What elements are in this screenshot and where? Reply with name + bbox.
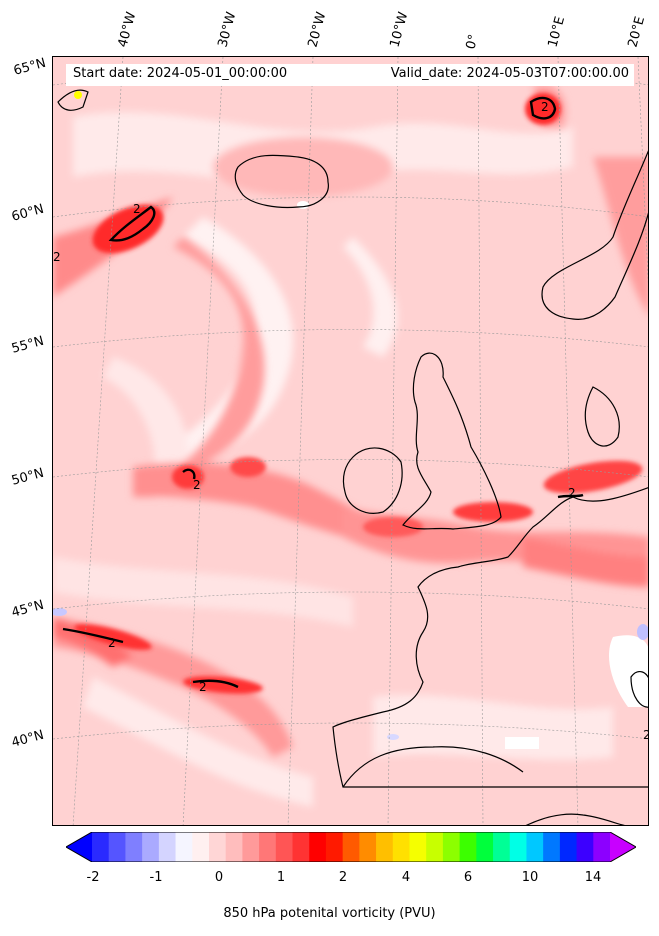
colorbar-swatch bbox=[543, 832, 561, 862]
start-date-label: Start date: 2024-05-01_00:00:00 bbox=[73, 66, 288, 81]
contour-label: 2 bbox=[193, 478, 201, 492]
colorbar-swatch bbox=[92, 832, 110, 862]
pv-high-cores bbox=[74, 93, 643, 694]
lon-label-40w: 40°W bbox=[115, 10, 140, 49]
colorbar-swatch bbox=[442, 832, 461, 862]
pv-map: 2 2 2 2 2 2 2 2 bbox=[52, 56, 649, 826]
colorbar bbox=[66, 832, 636, 862]
coast-great-britain bbox=[402, 352, 502, 530]
colorbar-swatch bbox=[392, 832, 410, 862]
contour-label: 2 bbox=[53, 250, 61, 264]
pv-field: 2 2 2 2 2 2 2 2 bbox=[53, 57, 649, 825]
colorbar-tick: 14 bbox=[584, 870, 602, 885]
colorbar-swatch bbox=[459, 832, 477, 862]
lat-label-60n: 60°N bbox=[10, 201, 46, 225]
colorbar-tick: 0 bbox=[214, 870, 224, 885]
lat-label-55n: 55°N bbox=[10, 333, 46, 357]
pv-contour-labels: 2 2 2 2 2 2 2 2 bbox=[53, 100, 649, 742]
colorbar-swatch bbox=[208, 832, 227, 862]
pv-contours bbox=[62, 96, 584, 689]
pv-contour-4 bbox=[62, 627, 124, 644]
colorbar-swatch bbox=[359, 832, 377, 862]
pv-contour-3 bbox=[182, 468, 196, 480]
pv-contour-6 bbox=[557, 493, 584, 499]
colorbar-swatch bbox=[493, 832, 511, 862]
lat-label-40n: 40°N bbox=[10, 727, 46, 751]
contour-label: 2 bbox=[541, 100, 549, 114]
contour-label: 2 bbox=[108, 636, 116, 650]
colorbar-swatch bbox=[125, 832, 143, 862]
coast-europe bbox=[332, 487, 648, 788]
colorbar-swatch bbox=[142, 832, 160, 862]
colorbar-tick: -2 bbox=[86, 870, 100, 885]
colorbar-swatch bbox=[526, 832, 544, 862]
colorbar-extend-min bbox=[66, 832, 92, 862]
colorbar-tick: 4 bbox=[401, 870, 411, 885]
contour-label: 2 bbox=[568, 486, 576, 500]
colorbar-swatch bbox=[108, 832, 126, 862]
colorbar-swatch bbox=[225, 832, 243, 862]
lon-label-10e: 10°E bbox=[545, 14, 569, 50]
coast-greenland bbox=[57, 89, 89, 111]
lat-label-45n: 45°N bbox=[10, 597, 46, 621]
lon-label-10w: 10°W bbox=[387, 10, 412, 49]
colorbar-swatch bbox=[426, 832, 444, 862]
colorbar-tick: 6 bbox=[463, 870, 473, 885]
colorbar-swatch bbox=[325, 832, 344, 862]
colorbar-tick: -1 bbox=[149, 870, 163, 885]
colorbar-tick: 2 bbox=[338, 870, 348, 885]
coast-africa bbox=[525, 813, 625, 825]
colorbar-extend-max bbox=[610, 832, 636, 862]
colorbar-swatch bbox=[158, 832, 177, 862]
colorbar-swatch bbox=[476, 832, 494, 862]
coast-ireland bbox=[342, 447, 403, 514]
colorbar-swatch bbox=[509, 832, 527, 862]
colorbar-swatch bbox=[376, 832, 394, 862]
colorbar-swatch bbox=[175, 832, 193, 862]
lon-label-0: 0° bbox=[463, 32, 482, 51]
lon-label-30w: 30°W bbox=[215, 10, 240, 49]
pv-contour-5 bbox=[192, 679, 239, 689]
valid-date-label: Valid_date: 2024-05-03T07:00:00.00 bbox=[390, 66, 629, 81]
colorbar-swatch bbox=[559, 832, 578, 862]
coast-iberia bbox=[342, 746, 524, 788]
colorbar-swatch bbox=[242, 832, 260, 862]
coast-corsica bbox=[630, 670, 648, 708]
colorbar-swatch bbox=[409, 832, 427, 862]
colorbar-tick: 10 bbox=[521, 870, 539, 885]
colorbar-swatch bbox=[275, 832, 294, 862]
colorbar-swatch bbox=[192, 832, 210, 862]
header-bar bbox=[66, 64, 634, 86]
colorbar-swatch bbox=[309, 832, 327, 862]
colorbar-label: 850 hPa potenital vorticity (PVU) bbox=[223, 906, 436, 921]
coast-iceland bbox=[234, 154, 329, 209]
coast-norway bbox=[541, 150, 648, 320]
lon-label-20w: 20°W bbox=[305, 10, 330, 49]
colorbar-swatch bbox=[593, 832, 611, 862]
colorbar-swatch bbox=[292, 832, 310, 862]
pv-contour-2 bbox=[529, 96, 557, 120]
colorbar-tick: 1 bbox=[276, 870, 286, 885]
contour-label: 2 bbox=[199, 680, 207, 694]
colorbar-swatch bbox=[576, 832, 594, 862]
colorbar-swatch bbox=[259, 832, 277, 862]
lat-label-50n: 50°N bbox=[10, 465, 46, 489]
lon-label-20e: 20°E bbox=[625, 14, 649, 50]
coastlines bbox=[57, 89, 648, 825]
lat-label-65n: 65°N bbox=[12, 55, 48, 79]
colorbar-swatch bbox=[342, 832, 360, 862]
coast-denmark bbox=[584, 386, 620, 447]
contour-label: 2 bbox=[643, 728, 649, 742]
pv-contour-1 bbox=[108, 205, 156, 242]
contour-label: 2 bbox=[133, 202, 141, 216]
pv-low-regions bbox=[53, 112, 613, 807]
